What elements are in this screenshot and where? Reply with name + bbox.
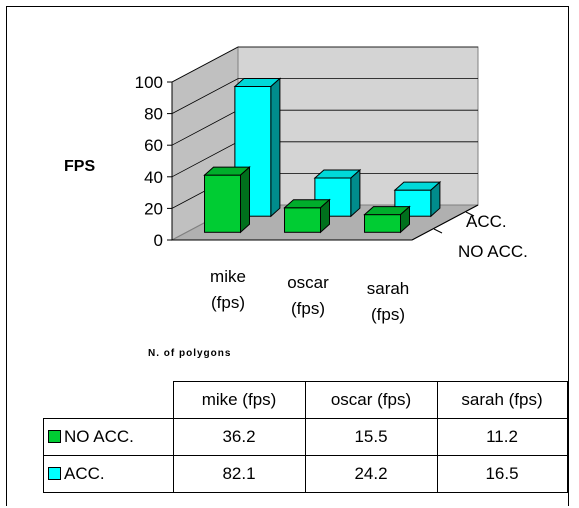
- gridline: [171, 46, 478, 83]
- x-tick-label: (fps): [291, 299, 325, 318]
- table-row-header: ACC.: [43, 455, 174, 493]
- bar-front-no-acc: [284, 207, 322, 233]
- legend-swatch-acc: [48, 467, 61, 480]
- table-cell: 15.5: [304, 418, 438, 456]
- table-cell: 82.1: [172, 455, 306, 493]
- bar-side-acc: [430, 180, 441, 218]
- y-tick-label: 80: [144, 105, 163, 124]
- y-tick-label: 20: [144, 199, 163, 218]
- x-tick-label: (fps): [211, 293, 245, 312]
- bar-front-no-acc: [364, 214, 402, 233]
- x-tick-label: (fps): [371, 305, 405, 324]
- y-axis-label: FPS: [64, 158, 96, 175]
- x-tick-label: sarah: [367, 279, 410, 298]
- depth-label-acc: ACC.: [466, 212, 507, 231]
- bar-side-no-acc: [400, 205, 410, 234]
- x-axis-label: N. of polygons: [148, 348, 232, 359]
- gridline: [171, 78, 478, 114]
- legend-swatch-no-acc: [48, 430, 61, 443]
- x-tick-label: oscar: [287, 273, 329, 292]
- bar-side-acc: [350, 168, 361, 218]
- y-tick-label: 60: [144, 136, 163, 155]
- depth-label-no-acc: NO ACC.: [458, 242, 528, 261]
- bar-side-acc: [270, 77, 281, 218]
- y-tick-label: 40: [144, 168, 163, 187]
- table-cell: 24.2: [304, 455, 438, 493]
- table-row-label: ACC.: [64, 464, 105, 483]
- bar-side-no-acc: [240, 165, 250, 234]
- table-cell: 36.2: [172, 418, 306, 456]
- table-corner: [43, 381, 174, 419]
- depth-tick-mark: [465, 211, 475, 217]
- bar-side-no-acc: [320, 198, 330, 234]
- table-header-cell: sarah (fps): [436, 381, 568, 419]
- table-cell: 11.2: [436, 418, 568, 456]
- bar-front-no-acc: [204, 174, 242, 233]
- depth-tick-mark: [433, 228, 443, 234]
- x-tick-label: mike: [210, 267, 246, 286]
- table-row-label: NO ACC.: [64, 427, 134, 446]
- table-header-cell: oscar (fps): [304, 381, 438, 419]
- table-header-cell: mike (fps): [172, 381, 306, 419]
- table-row: ACC. 82.1 24.2 16.5: [43, 455, 568, 493]
- depth-axis-line: [411, 204, 479, 241]
- y-tick-label: 0: [154, 231, 163, 250]
- table-cell: 16.5: [436, 455, 568, 493]
- table-row-header: NO ACC.: [43, 418, 174, 456]
- y-tick-label: 100: [135, 73, 163, 92]
- table-row: NO ACC. 36.2 15.5 11.2: [43, 418, 568, 456]
- data-table: mike (fps) oscar (fps) sarah (fps) NO AC…: [43, 381, 568, 493]
- table-header-row: mike (fps) oscar (fps) sarah (fps): [43, 381, 568, 419]
